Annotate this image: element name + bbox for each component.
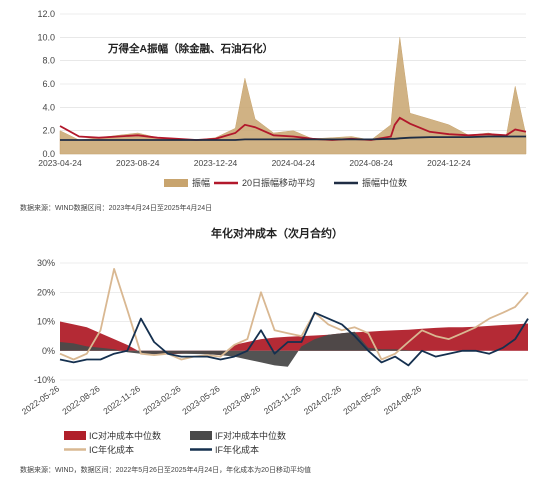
y-tick-label: 10% — [37, 317, 55, 327]
amplitude-chart-svg: 0.0 2.0 4.0 6.0 8.0 10.0 12.0 2023-04-24 2023-08… — [37, 9, 527, 188]
x-tick-label: 2023-08-24 — [116, 158, 160, 168]
x-tick-label: 2023-02-26 — [141, 383, 183, 416]
legend-swatch — [64, 431, 86, 440]
x-tick-label: 2022-11-26 — [101, 383, 142, 416]
x-tick-label: 2024-12-24 — [427, 158, 471, 168]
y-tick-label: 4.0 — [42, 102, 55, 112]
legend-label: 振幅中位数 — [362, 177, 407, 188]
x-tick-label: 2023-11-26 — [262, 383, 303, 416]
hedge-cost-chart-svg: -10% 0% 10% 20% 30% 2022-05-26 2022-08-26 2022-… — [20, 258, 529, 455]
hedge-cost-chart: 年化对冲成本（次月合约） -10% 0% 10% 20% 30% 2022-05-26 20… — [0, 215, 554, 480]
legend-item: IF对冲成本中位数 — [190, 430, 286, 441]
y-tick-label: 10.0 — [37, 32, 55, 42]
x-tick-label: 2024-08-26 — [382, 383, 424, 416]
y-tick-label: 6.0 — [42, 79, 55, 89]
legend-item: IC年化成本 — [64, 444, 134, 455]
x-tick-label: 2024-05-26 — [341, 383, 383, 416]
x-tick-label: 2023-12-24 — [194, 158, 238, 168]
legend-item: IC对冲成本中位数 — [64, 430, 161, 441]
x-tick-label: 2022-05-26 — [20, 383, 62, 416]
median-line — [60, 135, 526, 141]
x-tick-label: 2023-05-26 — [180, 383, 222, 416]
if-cost-line — [59, 311, 529, 367]
legend-label: 20日振幅移动平均 — [242, 177, 315, 188]
y-tick-label: 0% — [42, 346, 55, 356]
y-tick-label: 12.0 — [37, 9, 55, 19]
ic-median-area — [60, 321, 528, 356]
x-tick-label: 2024-08-24 — [349, 158, 393, 168]
amplitude-chart-title: 万得全A振幅（除金融、石油石化） — [107, 42, 273, 55]
x-tick-label: 2024-04-24 — [272, 158, 316, 168]
amplitude-chart: 0.0 2.0 4.0 6.0 8.0 10.0 12.0 2023-04-24 2023-08… — [0, 0, 554, 215]
y-tick-label: -10% — [34, 375, 55, 385]
hedge-cost-chart-note: 数据来源：WIND，数据区间：2022年5月26日至2025年4月24日，年化成… — [20, 467, 311, 474]
ic-cost-line — [59, 268, 529, 361]
legend-label: 振幅 — [192, 177, 210, 188]
legend-item: IF年化成本 — [190, 444, 259, 455]
x-tick-label: 2023-04-24 — [38, 158, 82, 168]
hedge-cost-chart-title: 年化对冲成本（次月合约） — [211, 228, 343, 240]
y-tick-label: 30% — [37, 258, 55, 268]
legend-label: IF年化成本 — [215, 444, 259, 455]
legend-label: IF对冲成本中位数 — [215, 430, 286, 441]
y-tick-label: 2.0 — [42, 126, 55, 136]
x-tick-label: 2024-02-26 — [302, 383, 344, 416]
x-tick-label: 2023-08-26 — [221, 383, 263, 416]
amplitude-chart-note: 数据来源：WIND数据区间：2023年4月24日至2025年4月24日 — [20, 205, 213, 212]
y-tick-label: 8.0 — [42, 56, 55, 66]
legend-item: 20日振幅移动平均 — [214, 177, 315, 188]
y-tick-label: 20% — [37, 287, 55, 297]
y-tick-label: 0.0 — [42, 149, 55, 159]
amplitude-area — [59, 37, 527, 155]
legend-item: 振幅中位数 — [334, 177, 407, 188]
x-tick-label: 2022-08-26 — [60, 383, 102, 416]
legend-swatch — [164, 179, 188, 187]
legend-item: 振幅 — [164, 177, 210, 188]
legend-label: IC对冲成本中位数 — [89, 430, 161, 441]
legend-swatch — [190, 431, 212, 440]
legend-label: IC年化成本 — [89, 444, 134, 455]
